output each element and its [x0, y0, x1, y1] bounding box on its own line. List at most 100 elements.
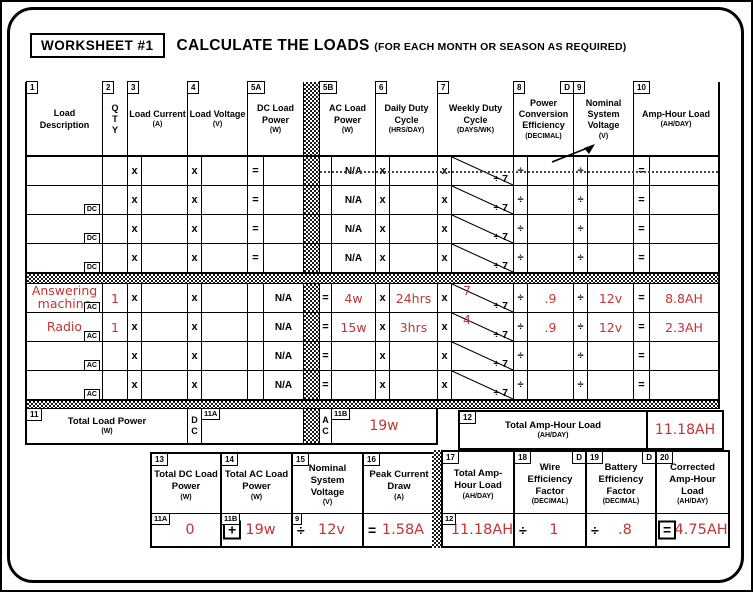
- load-description-field[interactable]: AC: [27, 342, 103, 371]
- load-current-field[interactable]: [142, 284, 188, 313]
- qty-field[interactable]: 1: [103, 284, 128, 313]
- qty-field[interactable]: [103, 157, 128, 186]
- load-description-field[interactable]: DC: [27, 215, 103, 244]
- amp-hour-load-field[interactable]: 2.3AH: [650, 313, 720, 342]
- nominal-system-voltage-field[interactable]: [588, 215, 634, 244]
- dc-load-power-field[interactable]: [264, 186, 304, 215]
- amp-hour-load-field[interactable]: 8.8AH: [650, 284, 720, 313]
- daily-duty-cycle-field[interactable]: 3hrs: [390, 313, 438, 342]
- box-18-value-field[interactable]: ÷ 1: [519, 522, 559, 538]
- daily-duty-cycle-field[interactable]: 24hrs: [390, 284, 438, 313]
- total-dc-load-power-field[interactable]: 11A: [201, 408, 304, 445]
- load-voltage-field[interactable]: [202, 186, 248, 215]
- load-current-field[interactable]: [142, 244, 188, 273]
- ac-load-power-field[interactable]: N/A: [332, 157, 376, 186]
- load-current-field[interactable]: [142, 371, 188, 400]
- load-voltage-field[interactable]: [202, 215, 248, 244]
- box-19-value-field[interactable]: ÷ .8: [591, 522, 632, 538]
- load-voltage-field[interactable]: [202, 244, 248, 273]
- load-description-field[interactable]: [27, 157, 103, 186]
- load-description-field[interactable]: DC: [27, 244, 103, 273]
- box-16-value-field[interactable]: = 1.58A: [368, 522, 425, 538]
- dc-load-power-field[interactable]: [264, 215, 304, 244]
- weekly-duty-cycle-field[interactable]: 4 ÷ 7: [452, 312, 514, 342]
- amp-hour-load-field[interactable]: [650, 342, 720, 371]
- load-voltage-field[interactable]: [202, 284, 248, 313]
- daily-duty-cycle-field[interactable]: [390, 215, 438, 244]
- ac-load-power-field[interactable]: 4w: [332, 284, 376, 313]
- power-conversion-efficiency-field[interactable]: [528, 186, 574, 215]
- box-20-value-field[interactable]: = 14.75AH: [657, 514, 728, 546]
- daily-duty-cycle-field[interactable]: [390, 157, 438, 186]
- daily-duty-cycle-field[interactable]: [390, 371, 438, 400]
- load-voltage-field[interactable]: [202, 157, 248, 186]
- weekly-duty-cycle-field[interactable]: ÷ 7: [452, 371, 514, 400]
- total-amp-hour-load-field[interactable]: 11.18AH: [654, 422, 716, 438]
- load-voltage-field[interactable]: [202, 371, 248, 400]
- power-conversion-efficiency-field[interactable]: [528, 215, 574, 244]
- weekly-duty-cycle-field[interactable]: ÷ 7: [452, 244, 514, 273]
- weekly-duty-cycle-field[interactable]: ÷ 7: [452, 157, 514, 186]
- nominal-system-voltage-field[interactable]: [588, 186, 634, 215]
- amp-hour-load-field[interactable]: [650, 371, 720, 400]
- amp-hour-load-field[interactable]: [650, 244, 720, 273]
- load-description-field[interactable]: Radio AC: [27, 313, 103, 342]
- box-14-value-field[interactable]: 11B + 19w: [221, 513, 291, 546]
- qty-field[interactable]: [103, 244, 128, 273]
- box-17-value-field[interactable]: 12 11.18AH: [442, 513, 513, 546]
- load-current-field[interactable]: [142, 342, 188, 371]
- power-conversion-efficiency-field[interactable]: [528, 371, 574, 400]
- power-conversion-efficiency-field[interactable]: .9: [528, 313, 574, 342]
- dc-load-power-field[interactable]: N/A: [264, 371, 304, 400]
- qty-field[interactable]: [103, 215, 128, 244]
- load-current-field[interactable]: [142, 313, 188, 342]
- weekly-duty-cycle-field[interactable]: ÷ 7: [452, 215, 514, 244]
- load-type-tag: AC: [83, 330, 100, 342]
- ac-load-power-field[interactable]: N/A: [332, 244, 376, 273]
- ac-load-power-field[interactable]: [332, 371, 376, 400]
- box-15-value-field[interactable]: 9 ÷ 12v: [292, 513, 362, 546]
- nominal-system-voltage-field[interactable]: [588, 342, 634, 371]
- qty-field[interactable]: 1: [103, 313, 128, 342]
- amp-hour-load-field[interactable]: [650, 186, 720, 215]
- total-ac-load-power-field[interactable]: 11B 19w: [331, 408, 438, 445]
- weekly-duty-cycle-field[interactable]: ÷ 7: [452, 342, 514, 371]
- power-conversion-efficiency-field[interactable]: [528, 244, 574, 273]
- dc-load-power-field[interactable]: N/A: [264, 313, 304, 342]
- load-current-field[interactable]: [142, 157, 188, 186]
- load-voltage-field[interactable]: [202, 313, 248, 342]
- dc-load-power-field[interactable]: [264, 244, 304, 273]
- nominal-system-voltage-field[interactable]: [588, 371, 634, 400]
- qty-field[interactable]: [103, 186, 128, 215]
- load-current-field[interactable]: [142, 215, 188, 244]
- daily-duty-cycle-field[interactable]: [390, 244, 438, 273]
- box-13-value-field[interactable]: 11A 0: [151, 513, 220, 546]
- ac-load-power-field[interactable]: N/A: [332, 215, 376, 244]
- nominal-system-voltage-field[interactable]: 12v: [588, 313, 634, 342]
- nominal-system-voltage-field[interactable]: [588, 157, 634, 186]
- load-description-field[interactable]: DC: [27, 186, 103, 215]
- nominal-system-voltage-field[interactable]: [588, 244, 634, 273]
- weekly-duty-cycle-field[interactable]: 7 ÷ 7: [452, 283, 514, 313]
- qty-field[interactable]: [103, 371, 128, 400]
- power-conversion-efficiency-field[interactable]: [528, 157, 574, 186]
- daily-duty-cycle-field[interactable]: [390, 342, 438, 371]
- load-current-field[interactable]: [142, 186, 188, 215]
- load-description-field[interactable]: AC: [27, 371, 103, 400]
- qty-field[interactable]: [103, 342, 128, 371]
- amp-hour-load-field[interactable]: [650, 157, 720, 186]
- ac-load-power-field[interactable]: 15w: [332, 313, 376, 342]
- power-conversion-efficiency-field[interactable]: [528, 342, 574, 371]
- dc-load-power-field[interactable]: [264, 157, 304, 186]
- ac-load-power-field[interactable]: [332, 342, 376, 371]
- weekly-duty-cycle-field[interactable]: ÷ 7: [452, 186, 514, 215]
- load-description-field[interactable]: Answering machine AC: [27, 284, 103, 313]
- daily-duty-cycle-field[interactable]: [390, 186, 438, 215]
- power-conversion-efficiency-field[interactable]: .9: [528, 284, 574, 313]
- ac-load-power-field[interactable]: N/A: [332, 186, 376, 215]
- amp-hour-load-field[interactable]: [650, 215, 720, 244]
- load-voltage-field[interactable]: [202, 342, 248, 371]
- dc-load-power-field[interactable]: N/A: [264, 342, 304, 371]
- dc-load-power-field[interactable]: N/A: [264, 284, 304, 313]
- nominal-system-voltage-field[interactable]: 12v: [588, 284, 634, 313]
